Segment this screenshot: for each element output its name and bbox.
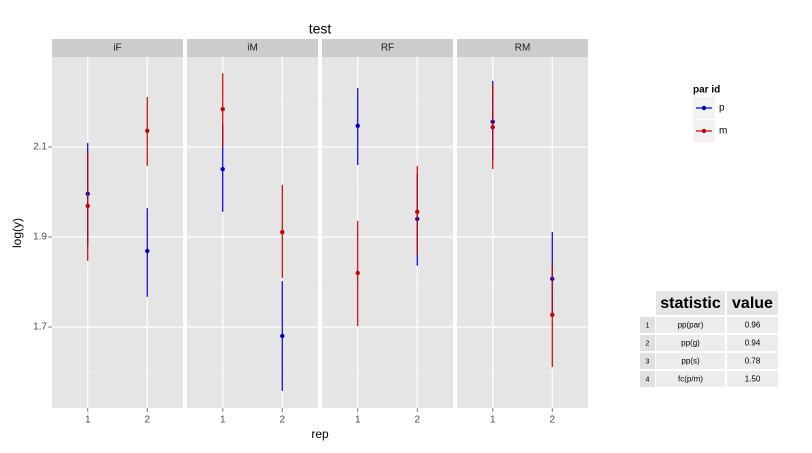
table-cell-text: fc(p/m) bbox=[678, 375, 703, 384]
x-tick-label: 2 bbox=[414, 415, 420, 426]
table-header: value bbox=[732, 295, 773, 312]
y-tick-label: 1.9 bbox=[33, 232, 47, 243]
table-cell-text: 2 bbox=[646, 340, 650, 347]
table-cell-text: 1.50 bbox=[745, 375, 761, 384]
y-axis-label: log(y) bbox=[10, 218, 24, 248]
x-tick-label: 1 bbox=[85, 415, 91, 426]
table-cell-text: 4 bbox=[646, 376, 650, 383]
legend-label: m bbox=[719, 126, 727, 137]
table-header-cell bbox=[656, 291, 725, 315]
strip bbox=[187, 39, 318, 57]
x-tick-label: 2 bbox=[144, 415, 150, 426]
table-cell bbox=[656, 353, 725, 369]
point bbox=[355, 123, 360, 129]
y-tick-label: 1.7 bbox=[33, 322, 47, 333]
point bbox=[220, 166, 225, 172]
panel bbox=[457, 57, 588, 408]
table-cell bbox=[640, 317, 655, 333]
x-tick-label: 2 bbox=[549, 415, 555, 426]
table-cell-text: pp(par) bbox=[678, 321, 704, 330]
table-cell-text: pp(s) bbox=[681, 357, 700, 366]
table-cell bbox=[727, 335, 778, 351]
x-tick-label: 2 bbox=[279, 415, 285, 426]
point bbox=[280, 333, 285, 339]
table-header: statistic bbox=[660, 295, 721, 312]
strip-label: iM bbox=[247, 43, 258, 54]
strip-label: RM bbox=[515, 43, 531, 54]
strip-label: iF bbox=[113, 43, 121, 54]
table-cell-text: pp(g) bbox=[681, 339, 700, 348]
point bbox=[145, 248, 150, 254]
table-cell bbox=[727, 353, 778, 369]
table-cell-text: 0.96 bbox=[745, 321, 761, 330]
y-tick-label: 2.1 bbox=[33, 142, 47, 153]
table-cell bbox=[727, 317, 778, 333]
table-cell bbox=[640, 371, 655, 387]
chart-title: test bbox=[309, 21, 332, 37]
point bbox=[220, 107, 225, 112]
legend-point bbox=[701, 128, 707, 134]
point bbox=[490, 125, 495, 130]
strip bbox=[52, 39, 183, 57]
legend-title: par id bbox=[693, 85, 720, 96]
table-cell bbox=[656, 335, 725, 351]
table-cell bbox=[727, 371, 778, 387]
table-cell-text: 0.94 bbox=[745, 339, 761, 348]
panel bbox=[322, 57, 453, 408]
table-cell bbox=[656, 371, 725, 387]
point bbox=[415, 209, 420, 214]
panel bbox=[187, 57, 318, 408]
point bbox=[550, 312, 555, 318]
table-cell-text: 3 bbox=[646, 358, 650, 365]
strip-label: RF bbox=[381, 43, 394, 54]
point bbox=[280, 229, 285, 235]
table-cell-text: 0.78 bbox=[745, 357, 761, 366]
point bbox=[145, 128, 150, 133]
strip bbox=[322, 39, 453, 57]
point bbox=[355, 270, 360, 276]
point bbox=[85, 203, 90, 209]
x-tick-label: 1 bbox=[490, 415, 496, 426]
strip bbox=[457, 39, 588, 57]
legend-point bbox=[701, 105, 707, 111]
table-cell-text: 1 bbox=[646, 322, 650, 329]
x-axis-label: rep bbox=[311, 427, 329, 441]
table-header-cell bbox=[727, 291, 778, 315]
x-tick-label: 1 bbox=[220, 415, 226, 426]
table-cell bbox=[656, 317, 725, 333]
table-cell bbox=[640, 353, 655, 369]
x-tick-label: 1 bbox=[355, 415, 361, 426]
legend-label: p bbox=[719, 103, 725, 114]
panel bbox=[52, 57, 183, 408]
table-cell bbox=[640, 335, 655, 351]
